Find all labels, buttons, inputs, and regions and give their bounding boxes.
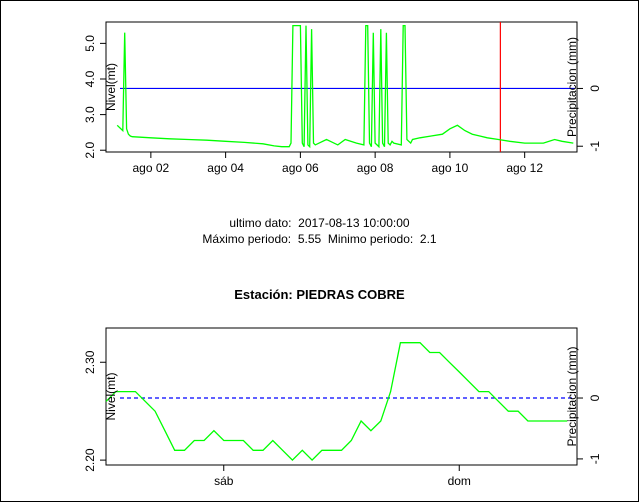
plot-area-bottom <box>105 327 578 466</box>
plot-area-top <box>105 21 578 153</box>
level-chart-top: ago 02 ago 04 ago 06 ago 08 ago 10 ago 12 2.0 3… <box>83 21 602 175</box>
y2-axis-label: Precipitacion (mm) <box>565 37 579 137</box>
y-tick-label: 4.0 <box>83 70 97 87</box>
y2-tick-label: 0 <box>588 85 602 92</box>
x-tick-label: dom <box>448 474 471 488</box>
y-tick-label: 2.20 <box>83 448 97 472</box>
level-series-line <box>105 342 568 462</box>
x-tick-label: ago 08 <box>357 161 394 175</box>
level-series-line <box>116 24 574 149</box>
y2-tick-label: -1 <box>588 453 602 464</box>
station-title: Estación: PIEDRAS COBRE <box>234 287 405 302</box>
level-chart-bottom: sáb dom 2.20 2.30 Nivel(mt) -1 0 Precipitacion … <box>83 327 602 488</box>
x-tick-label: ago 10 <box>432 161 469 175</box>
x-tick-label: ago 06 <box>282 161 319 175</box>
period-range-line: Máximo periodo: 5.55 Minimo periodo: 2.1 <box>0 232 639 246</box>
y-tick-label: 3.0 <box>83 106 97 123</box>
last-data-value: 2017-08-13 10:00:00 <box>298 216 410 230</box>
y2-tick-label: 0 <box>588 394 602 401</box>
x-tick-label: ago 02 <box>133 161 170 175</box>
y-tick-label: 5.0 <box>83 35 97 52</box>
min-period-value: 2.1 <box>419 232 437 246</box>
y-tick-label: 2.30 <box>83 350 97 374</box>
max-period-label: Máximo periodo: <box>202 232 292 246</box>
min-period-label: Minimo periodo: <box>327 232 414 246</box>
last-data-line: ultimo dato: 2017-08-13 10:00:00 <box>0 216 639 230</box>
x-tick-label: sáb <box>214 474 234 488</box>
x-tick-label: ago 12 <box>506 161 543 175</box>
max-period-value: 5.55 <box>297 232 322 246</box>
y2-tick-label: -1 <box>588 141 602 152</box>
y-tick-label: 2.0 <box>83 142 97 159</box>
y-axis-label: Nivel(mt) <box>104 373 118 421</box>
last-data-label: ultimo dato: <box>229 216 292 230</box>
x-tick-label: ago 04 <box>207 161 244 175</box>
y2-axis-label: Precipitacion (mm) <box>565 346 579 446</box>
y-axis-label: Nivel(mt) <box>104 63 118 111</box>
